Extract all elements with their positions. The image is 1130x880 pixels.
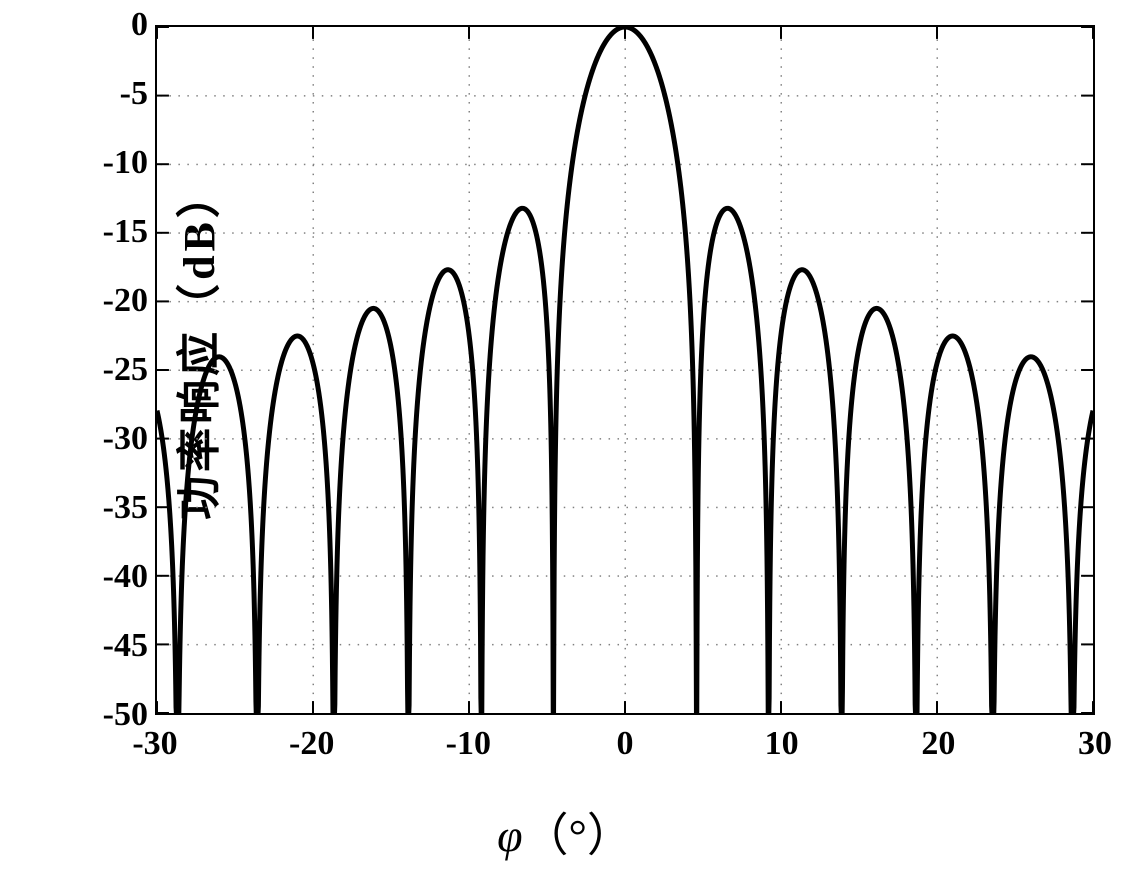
- y-tick-label: -5: [120, 75, 148, 113]
- plot-area: [155, 25, 1095, 715]
- chart-container: [155, 25, 1095, 715]
- sinc-curve: [157, 27, 1093, 713]
- x-tick-label: -30: [132, 725, 177, 763]
- x-axis-label: φ（°）: [497, 799, 633, 865]
- y-tick-label: 0: [131, 6, 148, 44]
- y-tick-label: -25: [103, 351, 148, 389]
- x-tick-label: 30: [1078, 725, 1112, 763]
- y-tick-label: -40: [103, 558, 148, 596]
- x-axis-unit: （°）: [523, 810, 633, 861]
- x-tick-label: -10: [446, 725, 491, 763]
- y-tick-label: -20: [103, 282, 148, 320]
- y-tick-label: -30: [103, 420, 148, 458]
- x-tick-label: 20: [921, 725, 955, 763]
- x-tick-label: 10: [765, 725, 799, 763]
- x-tick-label: -20: [289, 725, 334, 763]
- y-tick-label: -45: [103, 627, 148, 665]
- x-axis-symbol: φ: [497, 810, 522, 861]
- y-tick-label: -10: [103, 144, 148, 182]
- y-tick-label: -15: [103, 213, 148, 251]
- y-tick-label: -35: [103, 489, 148, 527]
- x-tick-label: 0: [617, 725, 634, 763]
